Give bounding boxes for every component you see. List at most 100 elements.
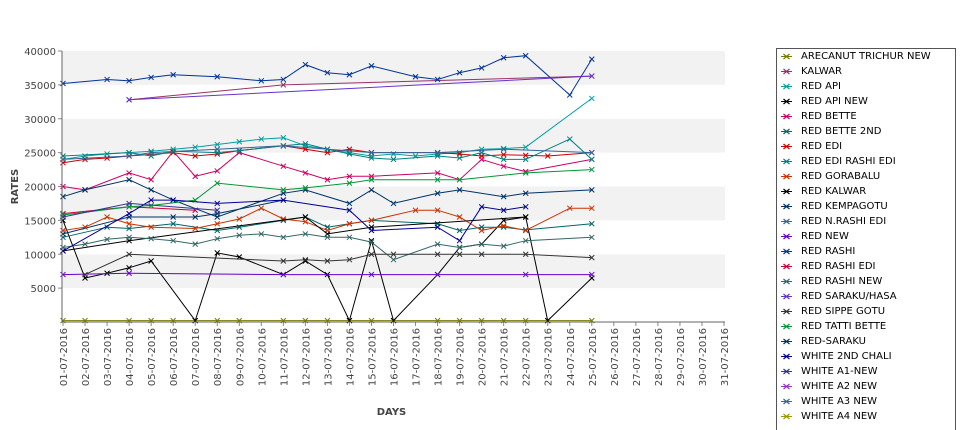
x-tick-label: 25-07-2016 xyxy=(588,328,599,386)
data-point xyxy=(324,258,331,264)
data-point xyxy=(500,207,507,214)
legend-label: WHITE A4 NEW xyxy=(801,411,878,422)
data-point xyxy=(456,187,463,193)
legend-x-marker-icon xyxy=(781,338,792,345)
data-point xyxy=(302,214,309,220)
y-tick-label: 10000 xyxy=(24,250,56,261)
data-point xyxy=(456,69,463,76)
x-axis-title: DAYS xyxy=(377,407,407,418)
data-point xyxy=(522,156,529,163)
data-point xyxy=(566,92,573,98)
legend-item: RED GORABALU xyxy=(777,169,955,184)
data-point xyxy=(126,225,132,232)
data-point xyxy=(368,251,375,258)
data-point xyxy=(236,232,243,239)
data-point xyxy=(456,237,463,244)
legend-item: WHITE A4 NEW xyxy=(777,409,955,424)
legend-x-marker-icon xyxy=(781,113,792,120)
legend-item: WHITE A1-NEW xyxy=(777,364,955,379)
legend-label: RED N.RASHI EDI xyxy=(801,216,887,227)
data-point xyxy=(280,271,287,278)
data-point xyxy=(148,149,154,156)
data-point xyxy=(478,251,485,258)
legend-label: RED RASHI xyxy=(801,246,856,257)
legend-item: RED SARAKU/HASA xyxy=(777,289,955,304)
y-tick-label: 5000 xyxy=(31,284,56,295)
series-group xyxy=(60,231,595,263)
data-point xyxy=(588,149,595,156)
data-point xyxy=(192,144,199,151)
series-line xyxy=(62,216,526,252)
data-point xyxy=(192,241,199,247)
data-point xyxy=(302,140,309,147)
legend-label: KALWAR xyxy=(801,66,843,77)
data-point xyxy=(280,258,287,264)
legend-label: RED KEMPAGOTU xyxy=(801,201,888,212)
data-point xyxy=(434,224,441,231)
series-group xyxy=(126,73,595,103)
data-point xyxy=(280,134,287,141)
data-point xyxy=(126,170,132,176)
x-tick-label: 07-07-2016 xyxy=(191,328,202,386)
data-point xyxy=(368,237,375,244)
series-line xyxy=(62,55,593,96)
y-tick-label: 15000 xyxy=(24,216,56,227)
legend-x-marker-icon xyxy=(781,218,792,225)
legend-label: RED SIPPE GOTU xyxy=(801,306,886,317)
legend-x-marker-icon xyxy=(781,53,792,60)
data-point xyxy=(566,205,573,212)
data-point xyxy=(588,187,595,193)
data-point xyxy=(302,170,309,176)
data-point xyxy=(324,69,331,76)
legend-item: RED KALWAR xyxy=(777,184,955,199)
series-group xyxy=(60,205,595,234)
legend-label: RED RASHI NEW xyxy=(801,276,883,287)
legend-x-marker-icon xyxy=(781,293,792,300)
data-point xyxy=(368,176,375,183)
data-point xyxy=(280,234,287,241)
legend-item: RED RASHI EDI xyxy=(777,259,955,274)
series-line xyxy=(62,145,592,164)
data-point xyxy=(82,241,88,247)
data-point xyxy=(126,176,132,183)
legend-item: RED BETTE xyxy=(777,109,955,124)
series-group xyxy=(60,197,529,254)
x-tick-label: 19-07-2016 xyxy=(456,328,467,386)
data-point xyxy=(500,151,507,158)
legend-label: WHITE A1-NEW xyxy=(801,366,878,377)
y-tick-label: 35000 xyxy=(24,81,56,92)
data-point xyxy=(192,214,199,220)
data-point xyxy=(434,170,441,176)
data-point xyxy=(456,214,463,220)
series-layer xyxy=(60,52,595,324)
legend-label: WHITE A3 NEW xyxy=(801,396,878,407)
data-point xyxy=(214,220,221,227)
legend-label: RED API xyxy=(801,81,841,92)
data-point xyxy=(390,200,397,207)
x-tick-label: 20-07-2016 xyxy=(478,328,489,386)
legend-x-marker-icon xyxy=(781,128,792,135)
data-point xyxy=(214,235,221,242)
data-point xyxy=(434,176,441,183)
data-point xyxy=(500,222,507,229)
data-point xyxy=(588,254,595,261)
grid-band xyxy=(62,84,725,119)
data-point xyxy=(434,207,441,214)
data-point xyxy=(346,220,353,227)
data-point xyxy=(412,207,419,214)
data-point xyxy=(60,80,66,87)
data-point xyxy=(280,142,287,149)
legend-x-marker-icon xyxy=(781,383,792,390)
data-point xyxy=(346,180,353,186)
legend-x-marker-icon xyxy=(781,233,792,240)
x-tick-label: 30-07-2016 xyxy=(698,328,709,386)
legend-x-marker-icon xyxy=(781,278,792,285)
legend-item: KALWAR xyxy=(777,64,955,79)
legend-x-marker-icon xyxy=(781,368,792,375)
data-point xyxy=(148,224,154,231)
legend-label: RED NEW xyxy=(801,231,849,242)
series-line xyxy=(62,207,592,232)
data-point xyxy=(588,156,595,163)
data-point xyxy=(104,214,110,220)
grid-bands xyxy=(62,51,725,322)
